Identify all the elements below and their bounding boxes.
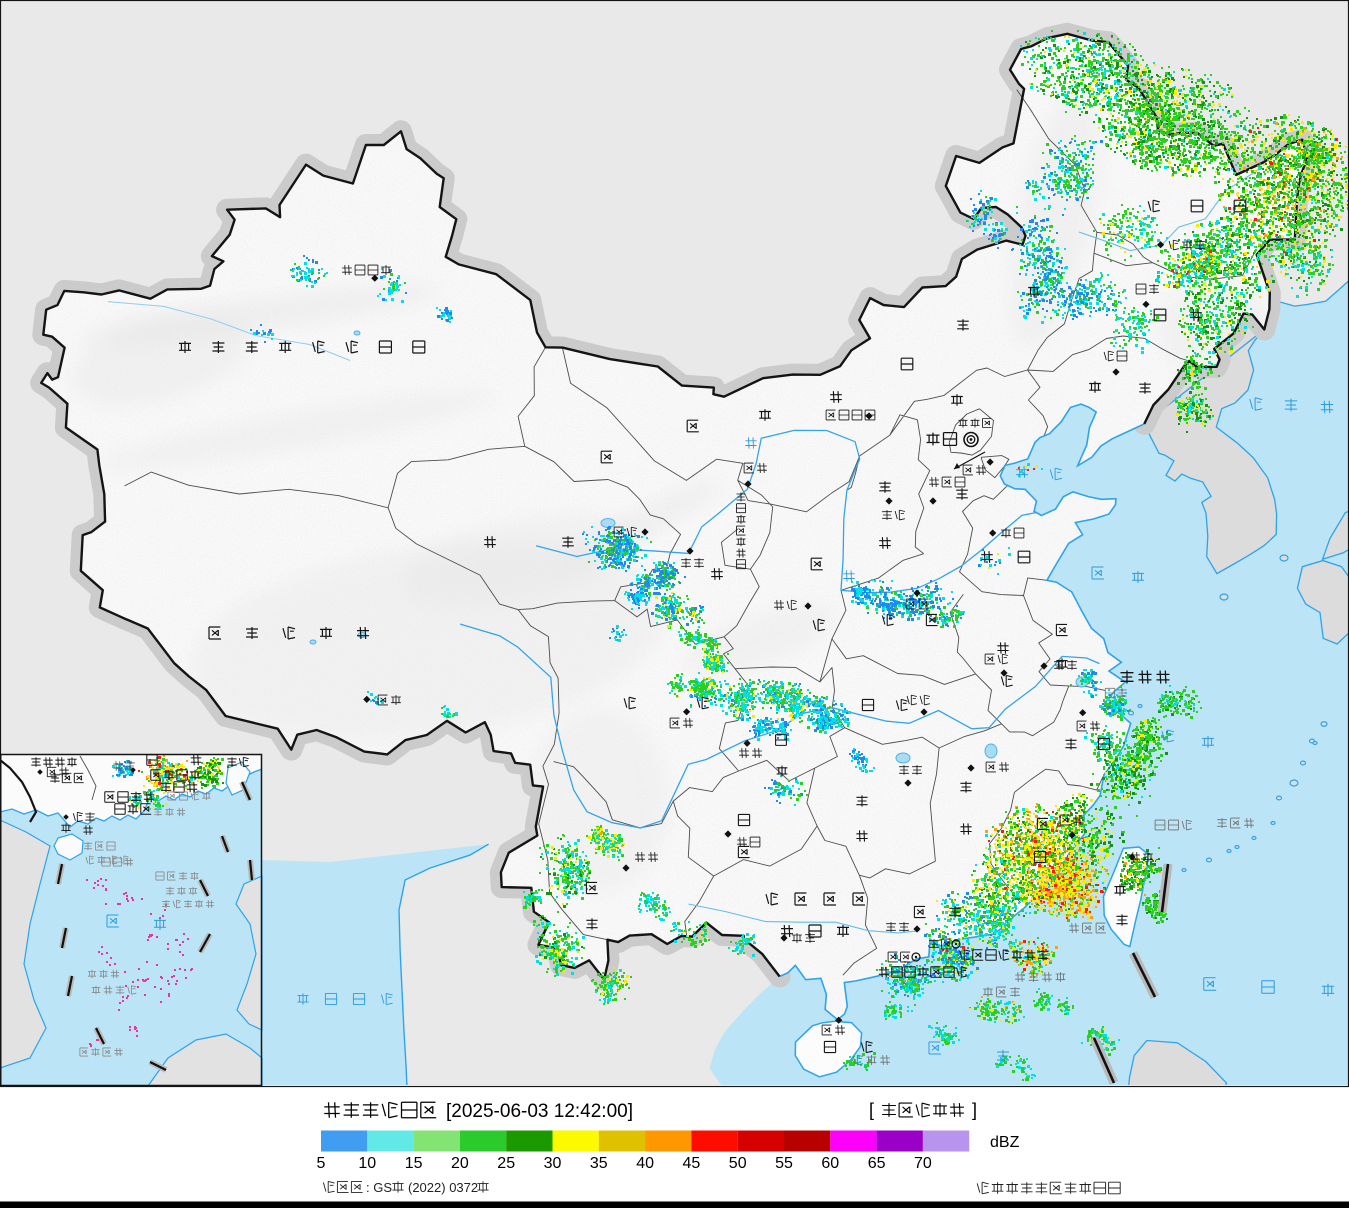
svg-text:[: [	[869, 1100, 874, 1120]
svg-text:5: 5	[317, 1155, 326, 1172]
svg-text:30: 30	[544, 1155, 562, 1172]
svg-text:15: 15	[405, 1155, 423, 1172]
svg-text:35: 35	[590, 1155, 608, 1172]
svg-text:65: 65	[868, 1155, 886, 1172]
svg-text:40: 40	[636, 1155, 654, 1172]
svg-text:dBZ: dBZ	[990, 1134, 1020, 1151]
svg-text:45: 45	[683, 1155, 701, 1172]
svg-text:20: 20	[451, 1155, 469, 1172]
svg-text:10: 10	[358, 1155, 376, 1172]
svg-text:]: ]	[972, 1100, 977, 1120]
svg-text:60: 60	[821, 1155, 839, 1172]
svg-text:55: 55	[775, 1155, 793, 1172]
svg-text:25: 25	[497, 1155, 515, 1172]
svg-text:[2025-06-03 12:42:00]: [2025-06-03 12:42:00]	[446, 1101, 633, 1122]
svg-text:50: 50	[729, 1155, 747, 1172]
svg-text:(2022) 0372: (2022) 0372	[408, 1180, 478, 1195]
svg-text:: GS: : GS	[366, 1180, 392, 1195]
svg-text:70: 70	[914, 1155, 932, 1172]
